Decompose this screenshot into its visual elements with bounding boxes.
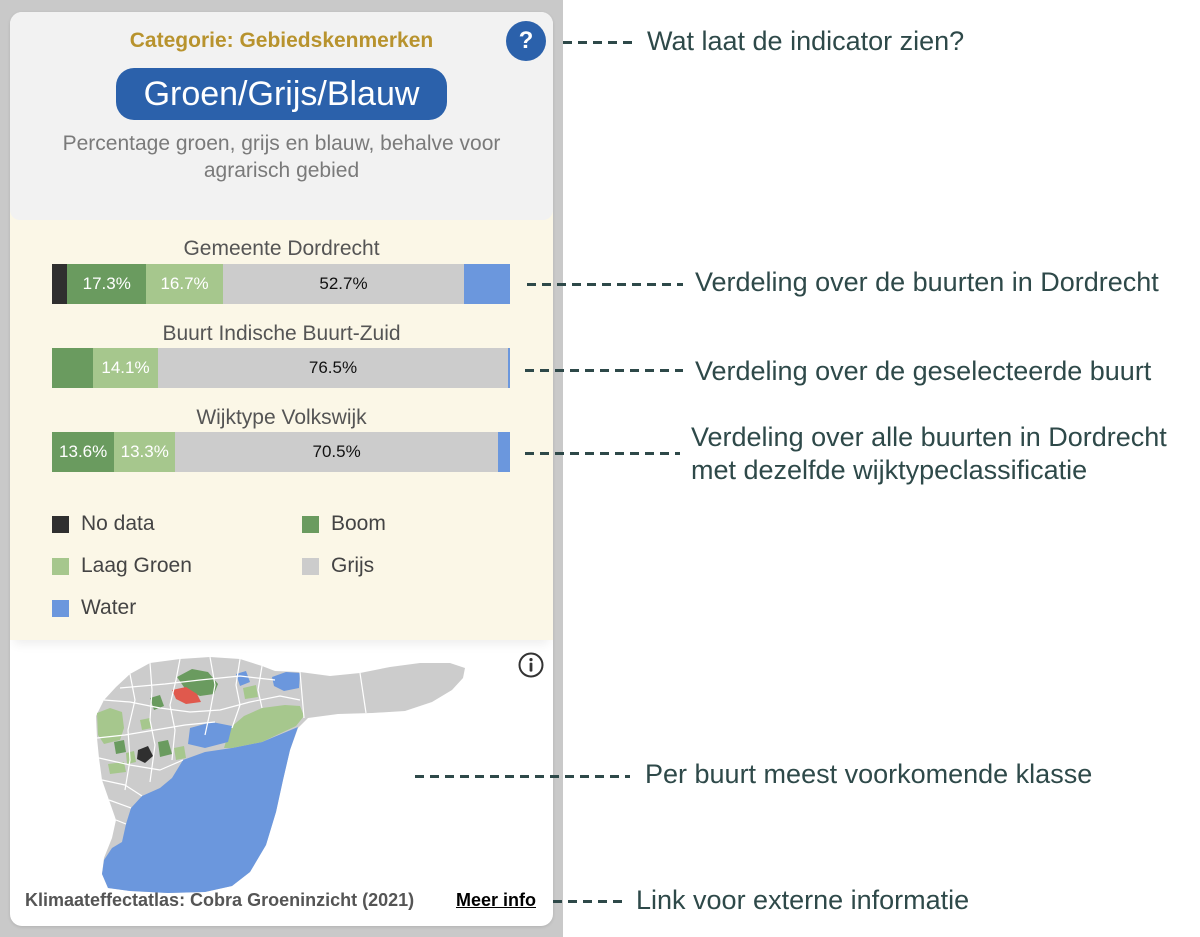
source-caption: Klimaateffectatlas: Cobra Groeninzicht (… <box>25 890 415 910</box>
legend-item-boom: Boom <box>302 503 552 545</box>
bar-title-neighbourhood: Buurt Indische Buurt-Zuid <box>162 322 401 345</box>
annotation-connector-municipality <box>527 283 683 286</box>
annotation-help: Wat laat de indicator zien? <box>647 25 964 58</box>
bar-segment-no-data <box>52 264 68 304</box>
category-title: Categorie: Gebiedskenmerken <box>129 29 434 52</box>
indicator-button[interactable]: Groen/Grijs/Blauw <box>116 68 447 120</box>
bar-title-district-type: Wijktype Volkswijk <box>196 406 367 429</box>
legend-label: No data <box>81 512 155 535</box>
map-region-low-green-small-2[interactable] <box>174 746 186 760</box>
legend-swatch <box>302 557 319 575</box>
legend-swatch <box>52 515 69 533</box>
annotation-line: Per buurt meest voorkomende klasse <box>645 759 1093 789</box>
bar-segment-label: 52.7% <box>319 274 368 293</box>
info-icon[interactable] <box>518 652 544 678</box>
bar-title-municipality: Gemeente Dordrecht <box>183 237 380 260</box>
map-region-low-green-small-1[interactable] <box>126 751 136 764</box>
annotation-line: Verdeling over de geselecteerde buurt <box>695 356 1152 386</box>
bar-segment-boom: 13.6% <box>52 432 115 472</box>
annotation-line: Wat laat de indicator zien? <box>647 26 965 56</box>
card-header: Categorie: Gebiedskenmerken ? Groen/Grij… <box>10 12 553 220</box>
annotation-link: Link voor externe informatie <box>636 884 969 917</box>
bar-segment-water <box>498 432 510 472</box>
legend-item-no-data: No data <box>52 503 302 545</box>
bar-segment-label: 13.6% <box>59 442 108 461</box>
map-region-selected[interactable] <box>172 687 201 704</box>
map-region-no-data[interactable] <box>137 746 153 763</box>
annotation-neighbourhood: Verdeling over de geselecteerde buurt <box>695 355 1151 388</box>
map-region-low-green-east[interactable] <box>224 705 304 748</box>
more-info-link[interactable]: Meer info <box>456 890 537 910</box>
legend: No data Boom Laag Groen Grijs Water <box>52 503 552 629</box>
annotation-line: Verdeling over alle buurten in Dordrecht <box>691 422 1167 452</box>
stacked-bar-district-type: 13.6% 13.3% 70.5% <box>52 432 510 472</box>
map-region-low-green-small-3[interactable] <box>108 762 126 774</box>
bar-segment-label: 76.5% <box>308 358 358 377</box>
bar-segment-boom: 17.3% <box>67 264 147 304</box>
legend-item-grijs: Grijs <box>302 545 552 587</box>
bar-segment-grijs: 52.7% <box>222 264 465 304</box>
bar-segment-laag-groen: 13.3% <box>114 432 176 472</box>
question-mark-icon: ? <box>518 27 534 54</box>
legend-swatch <box>52 557 69 575</box>
bar-segment-boom <box>52 348 94 388</box>
annotation-connector-district-type <box>525 452 680 455</box>
map-region-tree-small-3[interactable] <box>114 740 126 754</box>
bar-segment-label: 13.3% <box>120 442 169 461</box>
legend-swatch <box>302 515 319 533</box>
map-region-low-green-small-4[interactable] <box>140 718 152 730</box>
indicator-card: Categorie: Gebiedskenmerken ? Groen/Grij… <box>10 12 553 926</box>
map-neighbourhood-boundaries <box>96 656 367 825</box>
annotation-line: met dezelfde wijktypeclassificatie <box>691 455 1088 485</box>
legend-label: Laag Groen <box>81 554 192 577</box>
legend-label: Water <box>81 596 137 619</box>
map-region-water-centre[interactable] <box>188 722 232 748</box>
bar-segment-grijs: 70.5% <box>175 432 499 472</box>
bar-segment-grijs: 76.5% <box>157 348 509 388</box>
map-region-low-green-small-5[interactable] <box>243 685 258 699</box>
annotation-connector-map <box>415 775 630 778</box>
bar-segment-label: 17.3% <box>82 274 131 293</box>
annotation-map: Per buurt meest voorkomende klasse <box>645 758 1092 791</box>
legend-label: Grijs <box>331 554 375 577</box>
bar-segment-laag-groen: 16.7% <box>146 264 223 304</box>
bar-segment-label: 70.5% <box>312 442 361 461</box>
annotation-connector-neighbourhood <box>525 369 683 372</box>
annotation-connector-help <box>563 41 632 44</box>
legend-item-water: Water <box>52 587 302 629</box>
bar-segment-water <box>464 264 510 304</box>
legend-item-laag-groen: Laag Groen <box>52 545 302 587</box>
annotation-municipality: Verdeling over de buurten in Dordrecht <box>695 266 1159 299</box>
map-region-water-north-east[interactable] <box>272 672 300 691</box>
help-button[interactable]: ? <box>506 21 546 61</box>
annotation-line: Verdeling over de buurten in Dordrecht <box>695 267 1159 297</box>
stacked-bar-municipality: 17.3% 16.7% 52.7% <box>52 264 510 304</box>
bar-segment-label: 16.7% <box>160 274 209 293</box>
legend-swatch <box>52 599 69 617</box>
annotation-line: Link voor externe informatie <box>636 885 970 915</box>
annotation-connector-link <box>553 900 625 903</box>
neighbourhood-map <box>96 656 465 893</box>
map-region-tree-small-2[interactable] <box>158 740 172 757</box>
bar-segment-laag-groen: 14.1% <box>93 348 158 388</box>
map-region-water-small[interactable] <box>236 671 250 686</box>
indicator-description: Percentage groen, grijs en blauw, behalv… <box>62 132 501 182</box>
map-region-low-green-west[interactable] <box>97 708 124 744</box>
stacked-bar-neighbourhood: 14.1% 76.5% <box>52 348 510 388</box>
bar-segment-water <box>508 348 510 388</box>
legend-label: Boom <box>331 512 386 535</box>
map-region-water-south[interactable] <box>102 727 298 893</box>
annotation-district-type: Verdeling over alle buurten in Dordrecht… <box>691 421 1167 487</box>
bar-segment-label: 14.1% <box>101 358 150 377</box>
